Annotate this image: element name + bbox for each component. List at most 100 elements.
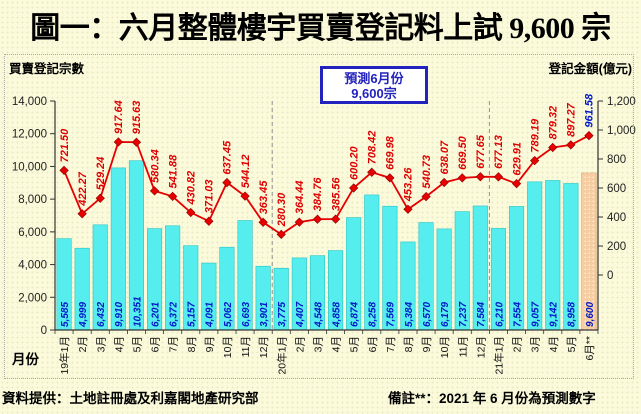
line-value-label: 629.91 bbox=[511, 142, 523, 176]
line-value-label: 280.30 bbox=[276, 192, 288, 228]
line-marker-diamond bbox=[584, 130, 594, 141]
line-marker-diamond bbox=[566, 140, 576, 150]
bar-value-label: 8,258 bbox=[368, 302, 379, 327]
line-value-label: 363.45 bbox=[258, 180, 270, 215]
x-axis-label: 3月 bbox=[530, 336, 542, 352]
bar-value-label: 5,157 bbox=[187, 302, 198, 327]
line-value-label: 961.58 bbox=[584, 93, 596, 128]
line-marker-diamond bbox=[457, 173, 467, 183]
line-value-label: 541.88 bbox=[167, 154, 179, 189]
bar-value-label: 9,142 bbox=[549, 302, 560, 327]
line-value-label: 897.27 bbox=[566, 102, 578, 137]
x-axis-label: 5月 bbox=[131, 336, 143, 352]
x-axis-label: 10月 bbox=[222, 336, 234, 358]
x-axis-label: 4月 bbox=[548, 336, 560, 352]
bar-value-label: 6,201 bbox=[150, 302, 161, 327]
line-value-label: 384.76 bbox=[312, 177, 324, 212]
bar-value-label: 10,351 bbox=[132, 296, 143, 327]
bar-value-label: 4,858 bbox=[331, 302, 342, 328]
line-marker-diamond bbox=[113, 137, 123, 147]
bar-value-label: 7,569 bbox=[386, 302, 397, 327]
x-axis-label: 4月 bbox=[113, 336, 125, 352]
forecast-annotation: 預測6月份 9,600宗 bbox=[320, 66, 428, 104]
right-axis-tick-label: 600 bbox=[607, 183, 626, 195]
x-axis-label: 12月 bbox=[258, 336, 270, 358]
line-marker-diamond bbox=[59, 165, 69, 176]
right-axis-tick-label: 400 bbox=[607, 212, 626, 224]
right-axis-tick-label: 1,000 bbox=[607, 125, 636, 137]
x-axis-label: 3月 bbox=[312, 336, 324, 352]
line-marker-diamond bbox=[548, 142, 558, 153]
line-marker-diamond bbox=[349, 183, 359, 193]
line-marker-diamond bbox=[186, 207, 196, 218]
bar-value-label: 3,901 bbox=[259, 302, 270, 327]
left-axis-title: 買賣登記宗數 bbox=[9, 62, 85, 76]
bar-value-label: 6,432 bbox=[96, 302, 107, 327]
line-value-label: 364.44 bbox=[294, 180, 306, 214]
bar-value-label: 5,585 bbox=[60, 302, 71, 327]
line-value-label: 638.07 bbox=[439, 140, 451, 175]
x-axis-label: 2月 bbox=[512, 336, 524, 352]
right-axis-tick-label: 1,200 bbox=[607, 96, 636, 108]
line-value-label: 789.19 bbox=[529, 118, 541, 153]
line-value-label: 708.42 bbox=[367, 131, 379, 165]
bar-value-label: 4,407 bbox=[295, 302, 306, 328]
line-value-label: 529.24 bbox=[95, 157, 107, 191]
line-value-label: 580.34 bbox=[149, 149, 161, 183]
page-title: 圖一：六月整體樓宇買賣登記料上試 9,600 宗 bbox=[30, 12, 611, 45]
bar-value-label: 7,554 bbox=[512, 302, 523, 327]
bar-value-label: 5,384 bbox=[404, 302, 415, 327]
bar-value-label: 8,958 bbox=[567, 302, 578, 327]
line-value-label: 917.64 bbox=[113, 100, 125, 134]
x-axis-label: 21年1月 bbox=[492, 336, 505, 375]
left-axis-tick-label: 12,000 bbox=[12, 129, 47, 141]
line-marker-diamond bbox=[168, 191, 178, 202]
x-axis-label: 19年1月 bbox=[58, 336, 71, 375]
line-value-label: 677.13 bbox=[493, 135, 505, 169]
line-value-label: 637.45 bbox=[222, 140, 234, 175]
left-axis-tick-label: 10,000 bbox=[12, 161, 47, 173]
x-axis-label: 11月 bbox=[240, 336, 252, 357]
bar-value-label: 9,910 bbox=[114, 302, 125, 327]
line-value-label: 721.50 bbox=[59, 128, 71, 163]
x-axis-label: 5月 bbox=[349, 336, 361, 352]
line-value-label: 600.20 bbox=[348, 145, 360, 180]
line-marker-diamond bbox=[385, 173, 395, 183]
line-marker-diamond bbox=[511, 179, 522, 189]
x-axis-label: 20年1月 bbox=[275, 336, 288, 375]
x-axis-label: 10月 bbox=[439, 336, 451, 358]
x-axis-label: 6月 bbox=[367, 336, 379, 352]
x-axis-label: 7月 bbox=[385, 336, 397, 352]
line-marker-diamond bbox=[294, 217, 304, 227]
left-axis-tick-label: 0 bbox=[41, 325, 47, 337]
bar-value-label: 6,570 bbox=[422, 302, 433, 327]
bar-value-label: 9,600 bbox=[585, 302, 596, 327]
line-marker-diamond bbox=[475, 172, 485, 182]
line-value-label: 677.65 bbox=[475, 134, 487, 169]
right-axis-title: 登記金額(億元) bbox=[548, 62, 632, 76]
line-value-label: 879.32 bbox=[548, 106, 560, 140]
forecast-annotation-line1: 預測6月份 bbox=[344, 71, 404, 86]
line-marker-diamond bbox=[95, 193, 105, 203]
left-axis-tick-label: 6,000 bbox=[18, 227, 47, 239]
line-value-label: 385.56 bbox=[330, 177, 342, 212]
footer-source: 資料提供：土地註冊處及利嘉閣地產研究部 bbox=[2, 391, 259, 406]
x-axis-title: 月份 bbox=[12, 352, 39, 367]
bar-value-label: 5,062 bbox=[223, 302, 234, 327]
line-marker-diamond bbox=[131, 137, 142, 147]
line-value-label: 669.50 bbox=[457, 135, 469, 170]
bar-value-label: 9,057 bbox=[530, 302, 541, 327]
x-axis-label: 2月 bbox=[77, 336, 89, 352]
x-axis-label: 12月 bbox=[475, 336, 487, 358]
left-axis-tick-label: 8,000 bbox=[18, 194, 47, 206]
bar-value-label: 7,584 bbox=[476, 302, 487, 327]
line-marker-diamond bbox=[312, 214, 323, 224]
footer-note: 備註**：2021 年 6 月份為預測數字 bbox=[388, 391, 596, 406]
bar-value-label: 6,874 bbox=[349, 302, 360, 327]
x-axis-label: 8月 bbox=[403, 336, 415, 352]
bar-value-label: 6,179 bbox=[440, 302, 451, 327]
left-axis-tick-label: 2,000 bbox=[18, 292, 47, 304]
x-axis-label: 4月 bbox=[331, 336, 343, 352]
